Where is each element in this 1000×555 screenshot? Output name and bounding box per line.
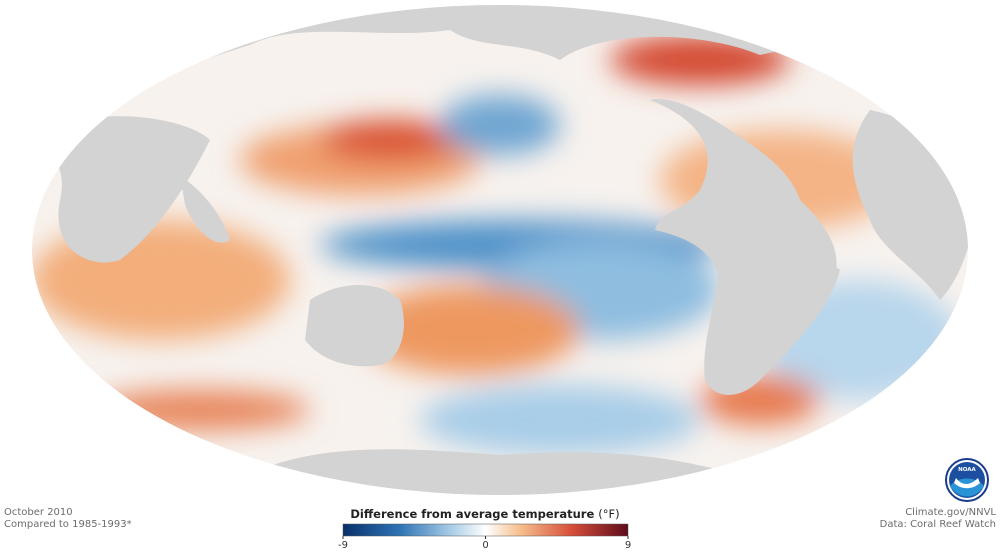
colorbar-title-text: Difference from average temperature <box>350 507 594 521</box>
baseline: Compared to 1985-1993* <box>4 519 132 530</box>
source: Data: Coral Reef Watch <box>880 519 996 530</box>
colorbar-unit: (°F) <box>598 507 619 521</box>
colorbar-title: Difference from average temperature (°F) <box>350 507 619 521</box>
colorbar-tick-label: 9 <box>625 540 631 551</box>
colorbar <box>342 523 629 537</box>
date: October 2010 <box>4 507 73 518</box>
logo-text: NOAA <box>958 467 976 473</box>
credit: Climate.gov/NNVL <box>905 507 996 518</box>
colorbar-tick-label: -9 <box>338 540 348 551</box>
colorbar-tick-label: 0 <box>482 540 488 551</box>
logo-wave <box>954 478 980 489</box>
